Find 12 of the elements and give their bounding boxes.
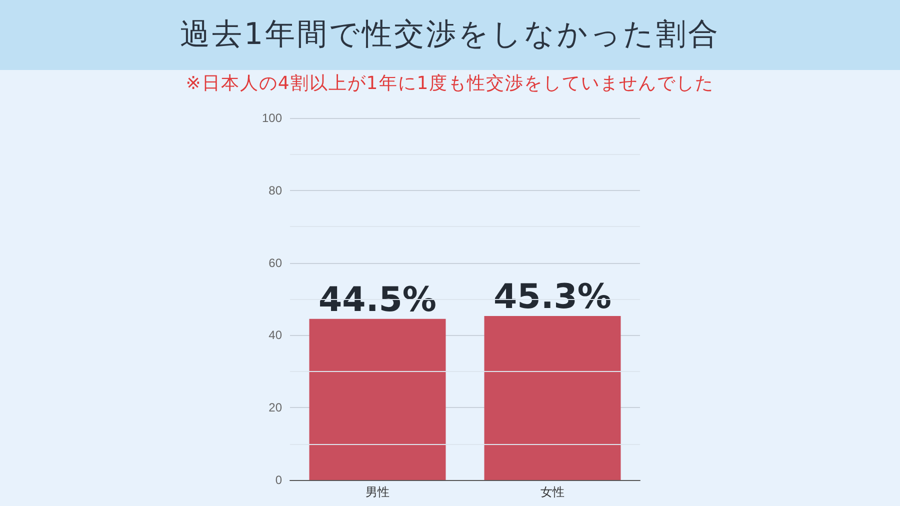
y-tick-label: 80: [268, 183, 282, 198]
chart-subtitle: ※日本人の4割以上が1年に1度も性交渉をしていませんでした: [184, 72, 716, 96]
chart-title: 過去1年間で性交渉をしなかった割合: [0, 0, 900, 70]
x-tick-label: 男性: [366, 485, 390, 499]
y-tick-label: 20: [268, 400, 282, 415]
x-tick-label: 女性: [540, 485, 564, 499]
data-label: 44.5%: [318, 280, 436, 320]
y-tick-label: 0: [275, 473, 282, 487]
y-tick-label: 100: [262, 111, 282, 125]
y-tick-label: 40: [268, 328, 282, 342]
y-tick-label: 60: [268, 256, 282, 270]
data-label: 45.3%: [494, 277, 612, 318]
